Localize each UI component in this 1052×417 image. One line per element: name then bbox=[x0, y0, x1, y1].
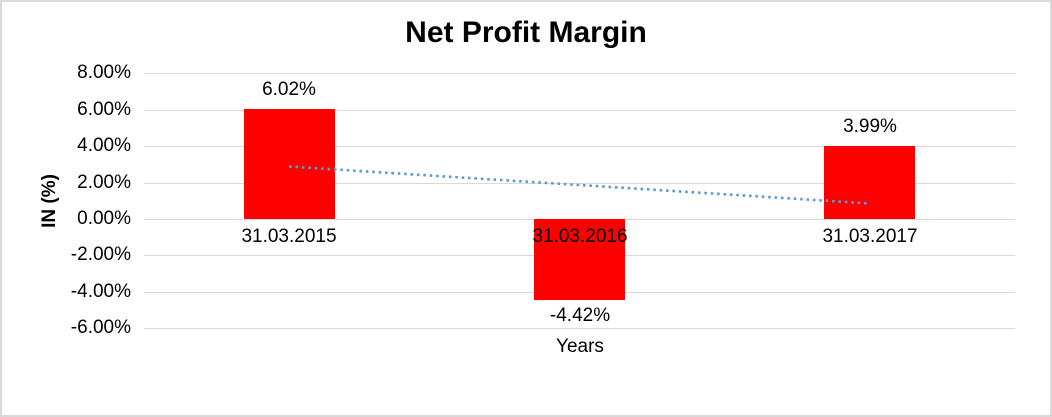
gridline bbox=[144, 328, 1015, 329]
y-tick-label: 0.00% bbox=[77, 208, 131, 229]
bar bbox=[244, 109, 335, 219]
value-label: 6.02% bbox=[262, 79, 316, 100]
category-label: 31.03.2015 bbox=[241, 226, 337, 247]
y-tick-label: -4.00% bbox=[70, 281, 131, 302]
gridline bbox=[144, 183, 1015, 184]
chart-title: Net Profit Margin bbox=[405, 16, 647, 49]
bar bbox=[824, 146, 915, 219]
gridline bbox=[144, 110, 1015, 111]
y-tick-label: 4.00% bbox=[77, 135, 131, 156]
y-tick-label: -2.00% bbox=[70, 244, 131, 265]
y-tick-label: 8.00% bbox=[77, 62, 131, 83]
x-axis-title: Years bbox=[556, 336, 604, 357]
value-label: 3.99% bbox=[843, 116, 897, 137]
y-tick-label: 2.00% bbox=[77, 172, 131, 193]
category-label: 31.03.2016 bbox=[532, 226, 628, 247]
bar bbox=[534, 219, 625, 300]
y-tick-label: -6.00% bbox=[70, 317, 131, 338]
y-tick-label: 6.00% bbox=[77, 99, 131, 120]
gridline bbox=[144, 146, 1015, 147]
category-label: 31.03.2017 bbox=[822, 226, 918, 247]
value-label: -4.42% bbox=[549, 305, 611, 326]
gridline bbox=[144, 73, 1015, 74]
